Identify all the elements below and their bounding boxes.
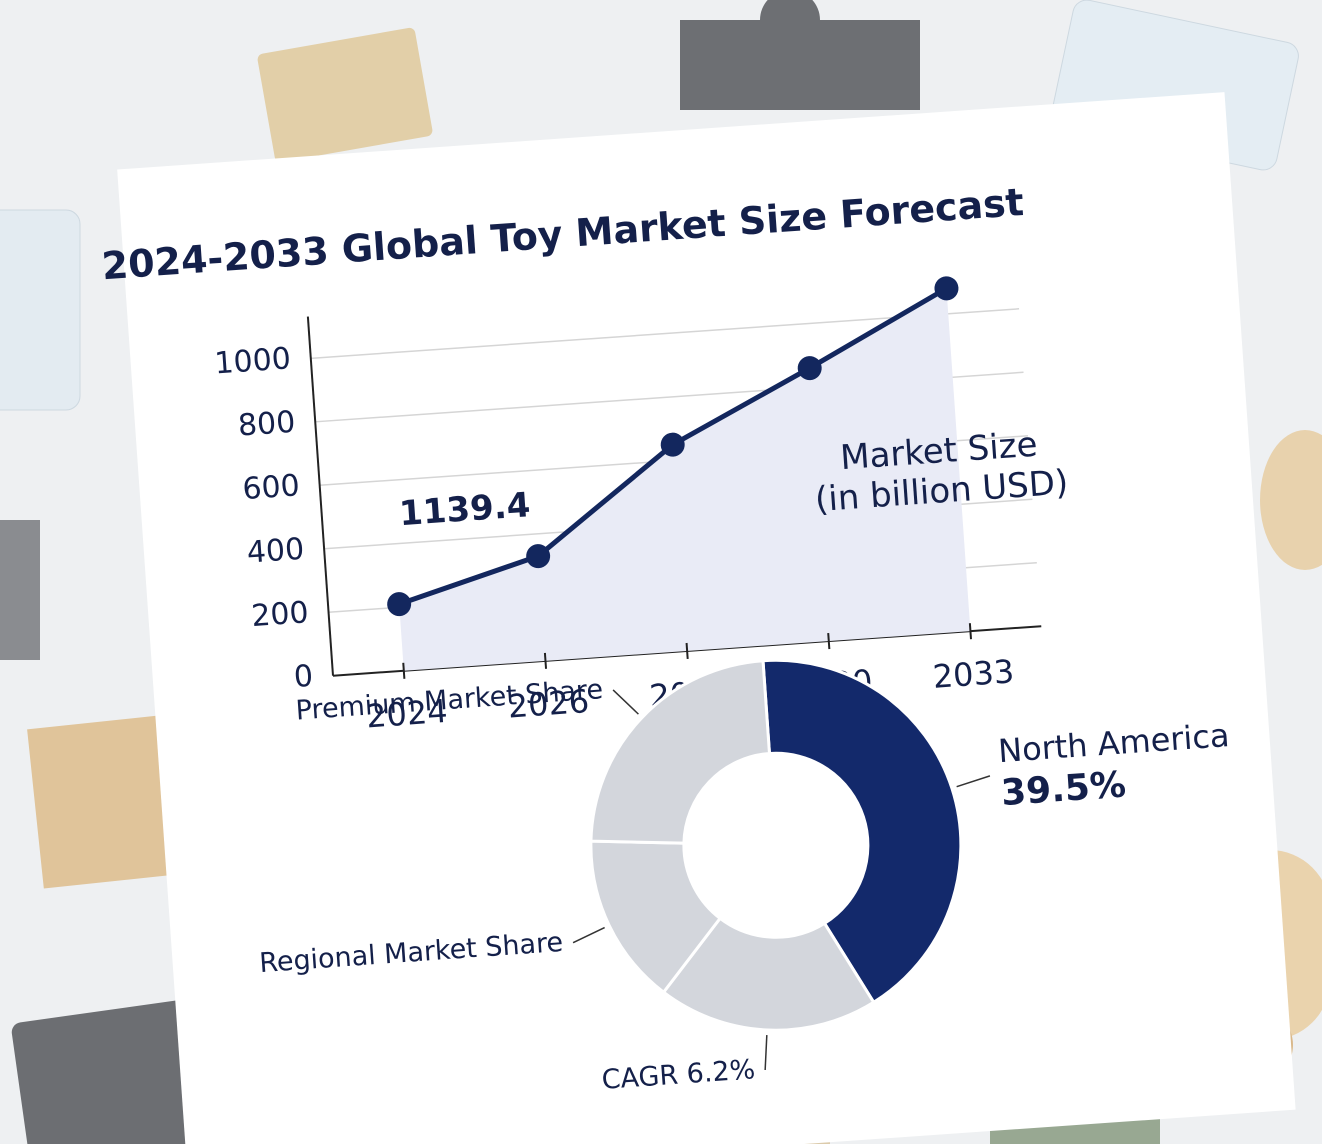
annotation: 1139.4 <box>398 485 532 534</box>
y-tick-label: 200 <box>250 595 310 634</box>
glass-puzzle <box>0 209 81 411</box>
x-tick-label: 2024 <box>365 692 449 736</box>
x-tick <box>543 652 548 669</box>
y-axis <box>306 316 334 676</box>
point <box>797 356 822 381</box>
point <box>660 432 685 457</box>
wood-block <box>257 27 433 163</box>
value-label: 39.5% <box>1000 764 1127 814</box>
x-tick <box>827 633 831 650</box>
leader-line <box>956 775 991 788</box>
y-tick-label: 800 <box>237 405 297 444</box>
stone-block <box>0 520 40 660</box>
y-tick-label: 1000 <box>213 341 292 381</box>
x-tick-label: 2033 <box>931 652 1015 696</box>
donut-slice <box>761 658 963 1005</box>
area <box>399 288 971 671</box>
point <box>526 544 551 569</box>
point <box>387 592 412 617</box>
paper: 2024-2033 Global Toy Market Size Forecas… <box>100 92 1296 1144</box>
donut-slice <box>589 659 772 845</box>
leader-line <box>572 926 605 944</box>
x-tick <box>402 662 406 679</box>
x-tick-label: 2026 <box>507 682 591 726</box>
point <box>934 276 959 301</box>
leader-line <box>764 1035 768 1071</box>
x-tick <box>968 623 972 640</box>
donut-slice <box>661 916 876 1032</box>
y-tick-label: 0 <box>293 659 314 695</box>
donut-slice <box>589 839 723 995</box>
wood-figure <box>1260 430 1322 570</box>
y-tick-label: 600 <box>241 468 301 507</box>
leader-line <box>612 689 639 715</box>
y-tick-label: 400 <box>246 532 306 571</box>
puzzle-piece <box>680 0 920 110</box>
x-tick <box>685 642 689 660</box>
